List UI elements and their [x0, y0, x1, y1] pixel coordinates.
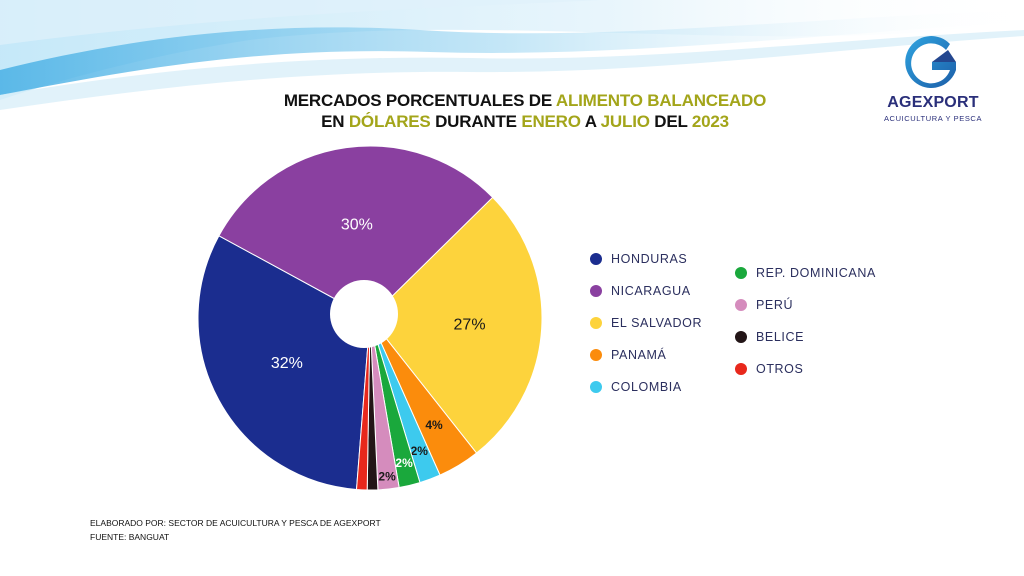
- data-label: 2%: [411, 444, 429, 458]
- background-swoosh: [0, 0, 1024, 110]
- legend-label: EL SALVADOR: [611, 316, 703, 330]
- legend-item: PERÚ: [735, 296, 793, 314]
- legend-item: NICARAGUA: [590, 282, 691, 300]
- title-segment: DEL: [649, 112, 692, 131]
- pie-slice-otros: [355, 317, 371, 491]
- title-segment: JULIO: [600, 112, 650, 131]
- agexport-g-logo-icon: [905, 36, 956, 89]
- pie-slice-honduras: [197, 235, 371, 491]
- legend-swatch: [590, 381, 602, 393]
- data-label: 32%: [271, 355, 303, 372]
- legend-swatch: [590, 285, 602, 297]
- title-segment: ENERO: [521, 112, 581, 131]
- chart-title: MERCADOS PORCENTUALES DE ALIMENTO BALANC…: [220, 90, 830, 132]
- donut-hole: [330, 280, 398, 348]
- legend-item: OTROS: [735, 360, 803, 378]
- legend-item: HONDURAS: [590, 250, 687, 268]
- legend-item: COLOMBIA: [590, 378, 682, 396]
- title-segment: MERCADOS PORCENTUALES DE: [283, 91, 556, 110]
- title-segment: A: [580, 112, 601, 131]
- legend-label: OTROS: [756, 362, 804, 376]
- legend-label: COLOMBIA: [611, 380, 682, 394]
- pie-slice-nicaragua: [218, 145, 494, 319]
- legend-label: BELICE: [756, 330, 805, 344]
- data-label: 2%: [378, 469, 396, 483]
- title-segment: ALIMENTO BALANCEADO: [555, 91, 767, 110]
- legend-swatch: [590, 349, 602, 361]
- legend-label: PANAMÁ: [611, 348, 667, 362]
- legend-item: BELICE: [735, 328, 804, 346]
- legend-label: NICARAGUA: [611, 284, 691, 298]
- legend-label: PERÚ: [756, 298, 794, 312]
- logo-subtitle: ACUICULTURA Y PESCA: [883, 114, 983, 123]
- data-label: 27%: [454, 316, 486, 333]
- agexport-logo: AGEXPORT ACUICULTURA Y PESCA: [878, 36, 988, 126]
- legend-swatch: [590, 253, 602, 265]
- legend-swatch: [735, 363, 747, 375]
- pie-chart: 32%30%27%4%2%2%2%1%1%: [197, 145, 543, 498]
- data-label: 30%: [341, 216, 373, 233]
- title-segment: EN: [321, 112, 349, 131]
- footer-source: FUENTE: BANGUAT: [90, 532, 170, 542]
- legend-item: REP. DOMINICANA: [735, 264, 876, 282]
- title-line-1: MERCADOS PORCENTUALES DE ALIMENTO BALANC…: [220, 90, 830, 111]
- data-label: 4%: [425, 418, 443, 432]
- legend-label: HONDURAS: [611, 252, 688, 266]
- pie-slice-el-salvador: [369, 196, 543, 454]
- logo-name: AGEXPORT: [887, 94, 979, 111]
- data-label: 2%: [395, 456, 413, 470]
- legend-swatch: [735, 267, 747, 279]
- title-segment: DÓLARES: [348, 112, 431, 131]
- title-segment: 2023: [691, 112, 729, 131]
- legend-swatch: [735, 331, 747, 343]
- title-line-2: EN DÓLARES DURANTE ENERO A JULIO DEL 202…: [220, 111, 830, 132]
- title-segment: DURANTE: [430, 112, 522, 131]
- legend-swatch: [590, 317, 602, 329]
- legend-swatch: [735, 299, 747, 311]
- footer-credit: ELABORADO POR: SECTOR DE ACUICULTURA Y P…: [90, 518, 381, 528]
- legend-item: EL SALVADOR: [590, 314, 702, 332]
- legend-item: PANAMÁ: [590, 346, 666, 364]
- legend-label: REP. DOMINICANA: [756, 266, 876, 280]
